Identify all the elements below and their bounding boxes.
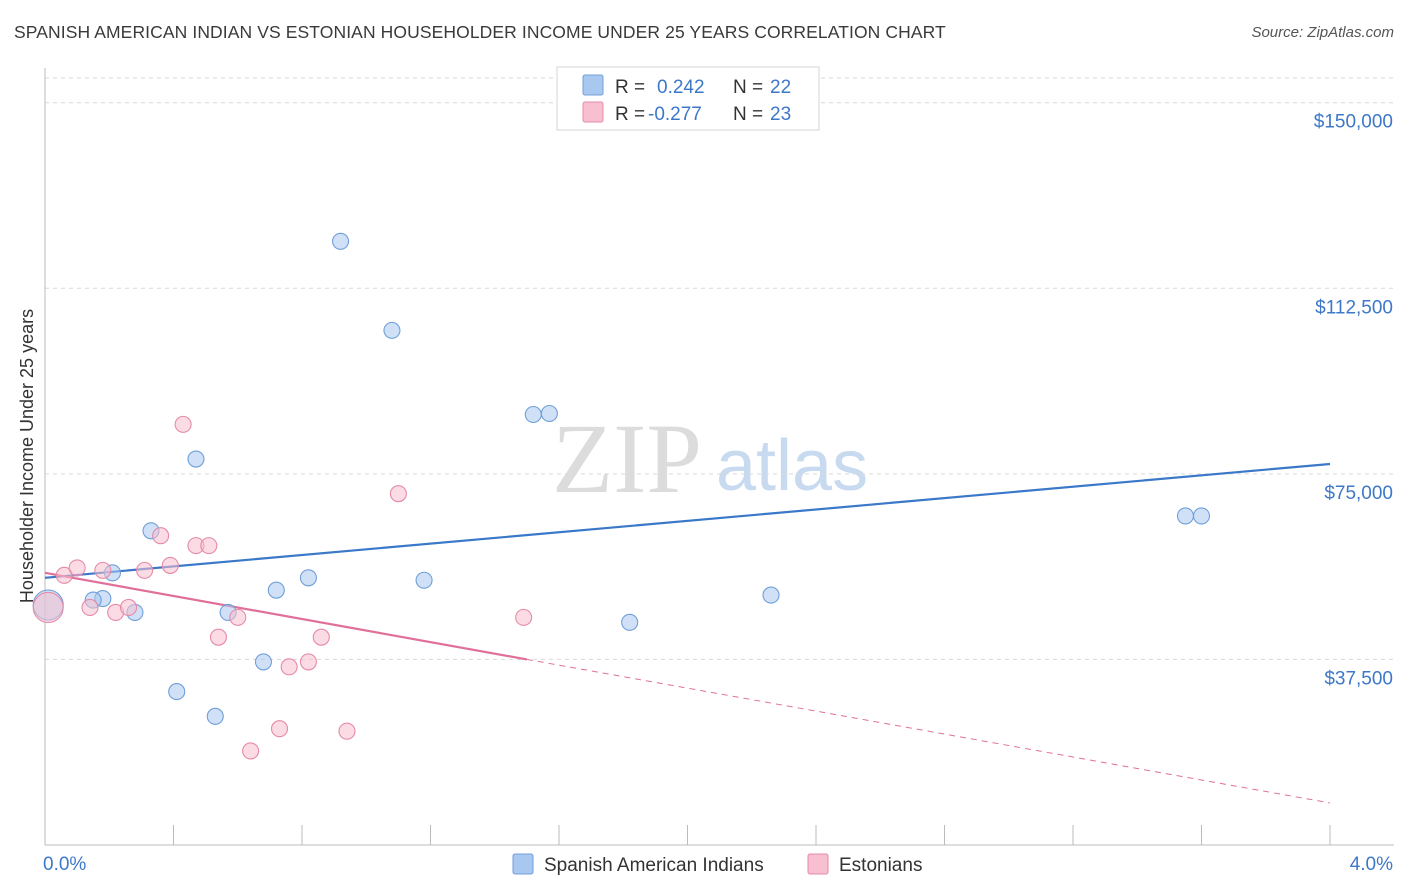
data-point xyxy=(174,415,192,433)
data-point xyxy=(81,598,99,617)
trend-lines xyxy=(44,462,1331,804)
data-point xyxy=(524,405,542,424)
data-point xyxy=(299,653,317,671)
y-tick-label: $150,000 xyxy=(1314,112,1393,133)
data-point xyxy=(280,658,298,676)
data-point xyxy=(415,571,433,589)
y-axis-title: Householder Income Under 25 years xyxy=(17,309,37,603)
data-point xyxy=(68,559,86,577)
bottom-legend-swatch-spanish-american-indians xyxy=(512,853,534,875)
data-point xyxy=(540,404,558,423)
data-point xyxy=(152,527,170,545)
data-point xyxy=(270,720,289,738)
data-point xyxy=(299,569,317,587)
trend-line xyxy=(44,571,528,661)
data-point xyxy=(389,485,407,503)
data-points xyxy=(32,232,1211,760)
data-point xyxy=(1192,507,1211,525)
bottom-legend-swatch-estonians xyxy=(807,853,829,875)
legend-r-value: 0.242 xyxy=(657,77,705,98)
legend-r-value: -0.277 xyxy=(648,104,702,125)
trend-line xyxy=(44,462,1331,579)
y-tick-label: $112,500 xyxy=(1315,297,1393,318)
legend-n-value: 22 xyxy=(770,77,791,98)
data-point xyxy=(254,653,273,671)
x-tick-labels: 0.0% 4.0% xyxy=(43,854,1393,875)
data-point xyxy=(168,683,186,701)
legend-n-label: N = xyxy=(733,77,763,98)
legend-n-label: N = xyxy=(733,104,763,125)
data-point xyxy=(1176,507,1194,525)
y-tick-label: $37,500 xyxy=(1324,668,1393,689)
data-point xyxy=(312,628,330,646)
chart-source: Source: ZipAtlas.com xyxy=(1251,24,1394,41)
x-tick-label: 4.0% xyxy=(1350,854,1393,875)
legend-swatch-estonians xyxy=(582,101,604,123)
correlation-legend: R = 0.242 N = 22 R = -0.277 N = 23 xyxy=(556,66,820,131)
data-point xyxy=(621,613,639,631)
data-point xyxy=(242,742,260,760)
watermark: ZIP atlas xyxy=(552,403,868,514)
data-point xyxy=(200,537,218,555)
x-tick-label: 0.0% xyxy=(43,854,86,875)
legend-r-label: R = xyxy=(615,104,645,125)
y-tick-labels: $37,500 $75,000 $112,500 $150,000 xyxy=(1314,112,1393,690)
data-point xyxy=(229,608,247,626)
data-point xyxy=(338,722,356,740)
data-point xyxy=(161,556,179,574)
data-point xyxy=(331,232,350,250)
chart-title: SPANISH AMERICAN INDIAN VS ESTONIAN HOUS… xyxy=(14,22,946,42)
data-point xyxy=(267,581,285,599)
data-point xyxy=(515,608,533,626)
legend-r-label: R = xyxy=(615,77,645,98)
trend-line-extension xyxy=(526,658,1331,804)
data-point xyxy=(206,707,224,725)
data-point xyxy=(209,628,228,646)
bottom-legend-label: Spanish American Indians xyxy=(544,855,764,876)
data-point xyxy=(119,598,138,617)
bottom-legend-label: Estonians xyxy=(839,855,922,876)
legend-swatch-spanish-american-indians xyxy=(582,74,604,96)
data-point xyxy=(32,591,64,624)
data-point xyxy=(187,450,205,468)
watermark-zip: ZIP xyxy=(552,403,702,514)
series-legend: Spanish American Indians Estonians xyxy=(512,853,922,876)
axes xyxy=(44,68,1394,846)
data-point xyxy=(55,566,73,584)
data-point xyxy=(762,586,780,604)
y-tick-label: $75,000 xyxy=(1324,483,1393,504)
legend-n-value: 23 xyxy=(770,104,791,125)
data-point xyxy=(136,561,154,579)
grid-lines xyxy=(45,77,1394,660)
data-point xyxy=(383,321,401,339)
data-point xyxy=(94,561,112,579)
watermark-atlas: atlas xyxy=(716,426,868,506)
